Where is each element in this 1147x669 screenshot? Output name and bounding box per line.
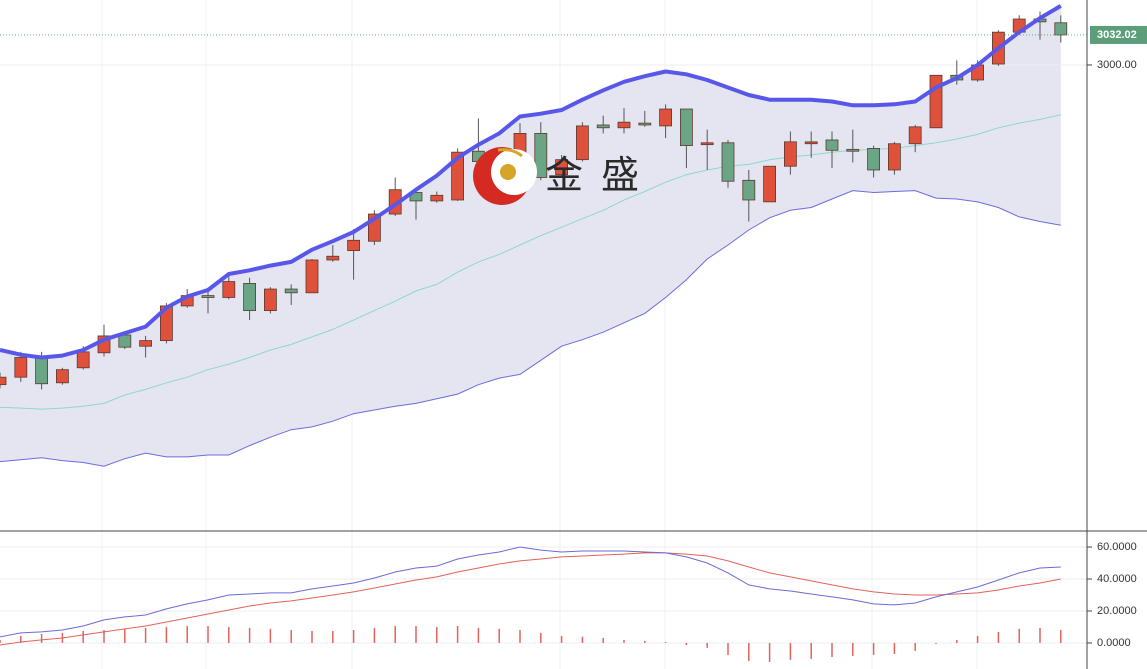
candle-body — [222, 281, 236, 298]
candle-body — [430, 194, 444, 202]
last-price-box — [1090, 25, 1147, 44]
candle-body — [201, 295, 215, 298]
candle-body — [347, 239, 361, 252]
candle-body — [14, 357, 28, 378]
dif-line — [0, 546, 1061, 638]
y-tick-label: 0.0000 — [1097, 637, 1131, 649]
candle-body — [284, 288, 298, 294]
candle-body — [617, 121, 631, 129]
last-price-label: 3032.02 — [1097, 29, 1137, 41]
candle-body — [596, 124, 610, 129]
band-fill — [0, 5, 1061, 467]
lower-band — [0, 190, 1061, 467]
candle-body — [1054, 22, 1068, 36]
candle-body — [35, 357, 48, 385]
middle-band — [0, 114, 1061, 410]
candle-body — [929, 74, 943, 129]
candle-body — [409, 192, 423, 202]
y-tick-label: 40.0000 — [1097, 573, 1137, 585]
candle-body — [867, 148, 880, 171]
candle-body — [139, 340, 153, 347]
y-tick-label: 3000.00 — [1097, 59, 1137, 71]
candle-body — [742, 179, 756, 201]
y-tick-label: 20.0000 — [1097, 605, 1137, 617]
candle-body — [784, 141, 797, 167]
candle-body — [243, 283, 257, 312]
candle-body — [700, 142, 714, 146]
upper-band — [0, 4, 1062, 360]
watermark: 金盛 — [545, 155, 657, 197]
dea-line — [0, 552, 1061, 646]
candle-body — [721, 142, 735, 182]
candle-body — [659, 108, 672, 127]
candle-body — [118, 334, 132, 348]
candle-body — [555, 159, 568, 176]
candle-body — [638, 122, 652, 126]
candle-body — [888, 143, 901, 171]
candle-body — [846, 148, 860, 152]
candle-body — [263, 288, 277, 312]
candle-body — [576, 125, 589, 161]
y-tick-label: 60.0000 — [1097, 541, 1137, 553]
candle-body — [825, 139, 839, 151]
candle-body — [451, 151, 465, 201]
candle-body — [534, 133, 548, 178]
candle-body — [0, 376, 7, 386]
logo-arc — [497, 148, 523, 158]
candle-body — [305, 259, 319, 294]
candle-body — [908, 126, 922, 145]
logo-ball — [500, 164, 516, 180]
candle-body — [680, 108, 693, 147]
candle-body — [326, 255, 340, 261]
candle-body — [56, 369, 69, 384]
candle-body — [763, 165, 776, 203]
logo — [473, 147, 537, 205]
candle-body — [76, 351, 90, 369]
plot-layer — [0, 4, 1092, 662]
candle-body — [804, 141, 818, 145]
